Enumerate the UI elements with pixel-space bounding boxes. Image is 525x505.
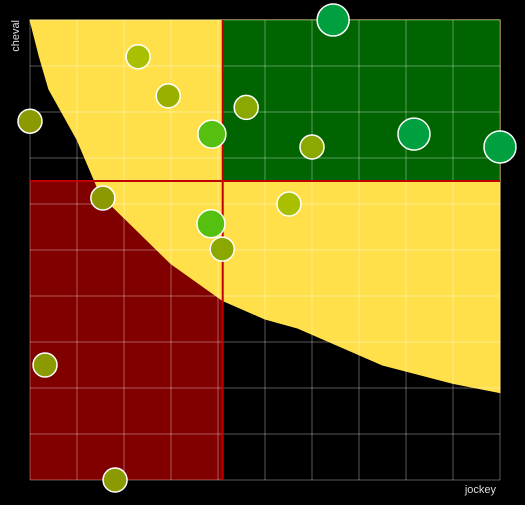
region — [222, 20, 500, 181]
bubble — [196, 209, 226, 239]
bubble — [197, 119, 227, 149]
bubble — [483, 130, 517, 164]
bubble — [32, 352, 58, 378]
bubble — [316, 3, 350, 37]
bubble — [102, 467, 128, 493]
bubble — [299, 134, 325, 160]
bubble — [233, 94, 259, 121]
bubble — [276, 191, 302, 217]
bubble — [209, 236, 235, 262]
bubble — [397, 117, 431, 151]
y-axis-label: cheval — [10, 20, 22, 52]
bubble — [155, 83, 181, 109]
bubble — [125, 44, 151, 70]
x-axis-label: jockey — [464, 484, 497, 496]
bubble — [17, 108, 43, 134]
bubble — [90, 185, 116, 211]
